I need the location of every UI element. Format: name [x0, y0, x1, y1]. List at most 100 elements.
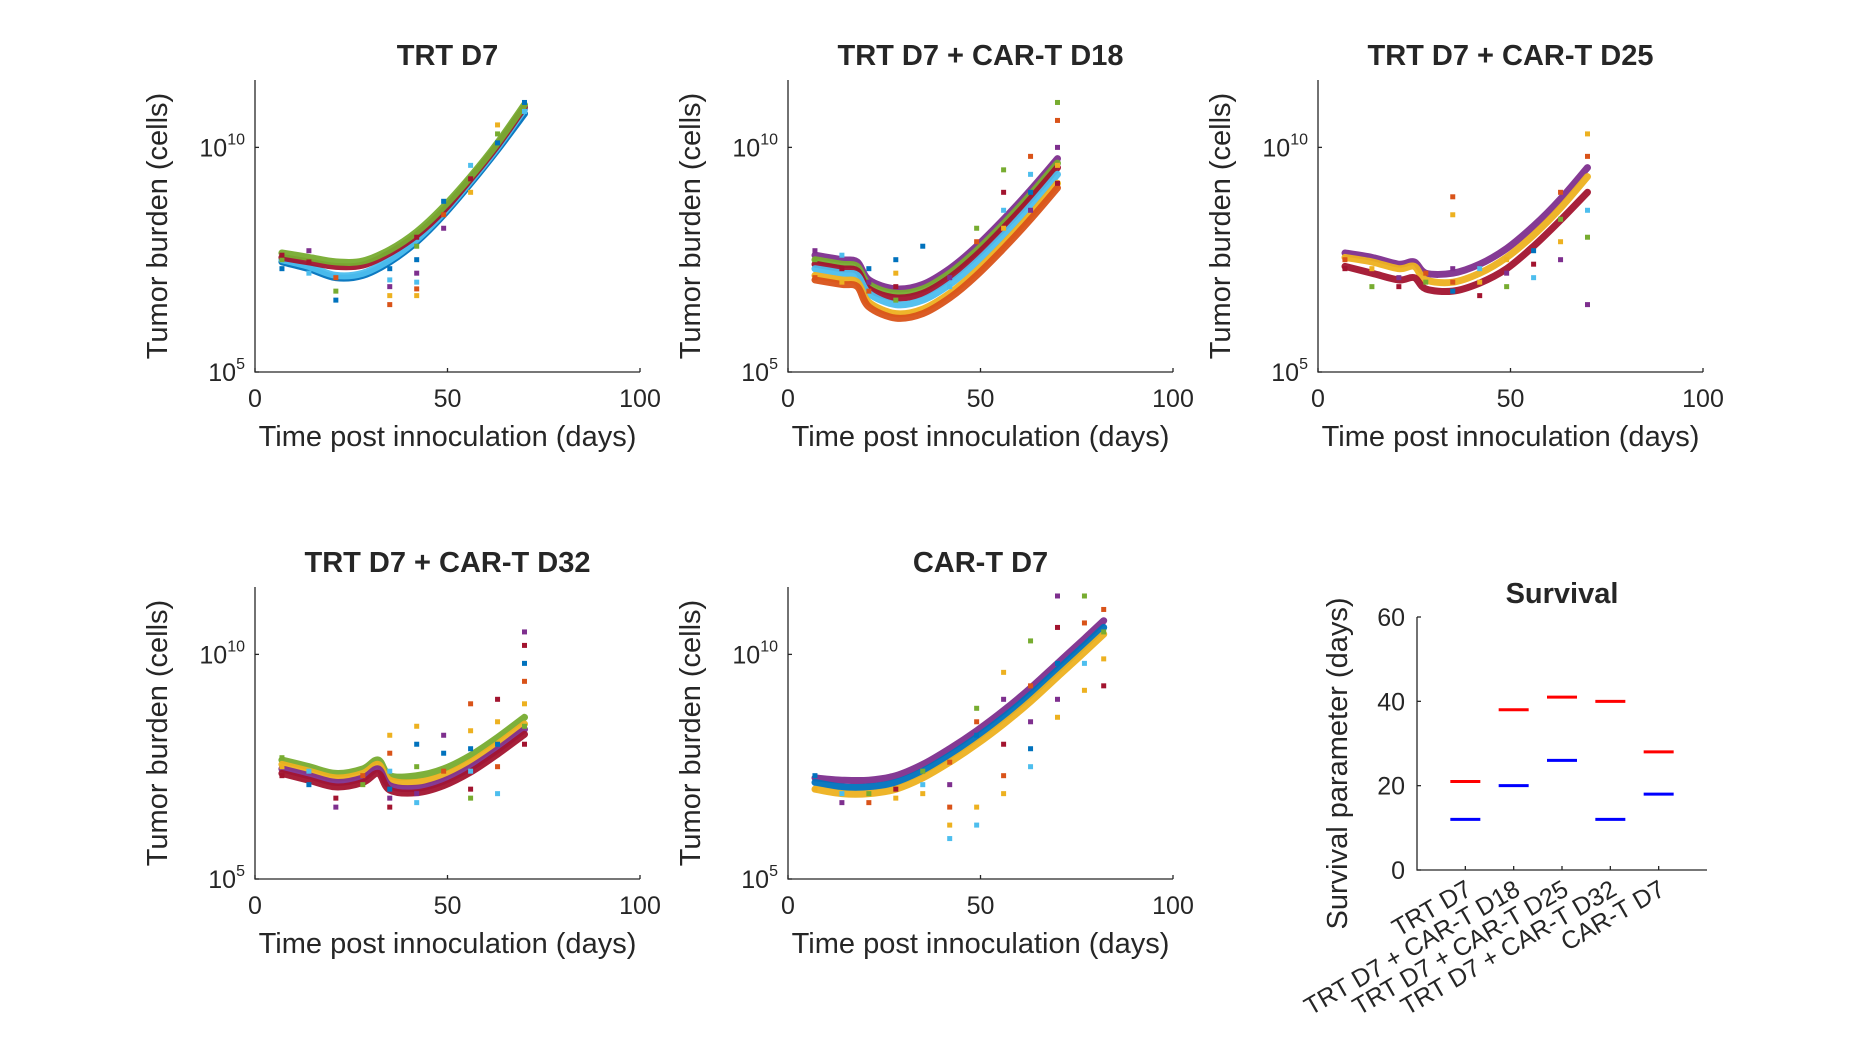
data-point: [1450, 266, 1456, 272]
y-tick-label: 105: [208, 356, 245, 387]
series-line: [1341, 164, 1591, 278]
data-point: [414, 234, 420, 240]
y-tick-label: 40: [1377, 688, 1405, 716]
axes: [254, 587, 640, 880]
y-tick-label: 105: [741, 863, 778, 894]
data-point: [360, 773, 366, 779]
x-axis-label: Time post innoculation (days): [792, 421, 1170, 453]
data-point: [1055, 162, 1060, 168]
data-point: [333, 288, 339, 294]
y-tick-label: 105: [208, 863, 245, 894]
panel-trt-d7-cart-d25: TRT D7 + CAR-T D25 Time post innoculatio…: [1205, 40, 1724, 453]
data-point: [920, 243, 926, 249]
data-point: [920, 768, 926, 774]
data-point: [1028, 153, 1034, 159]
data-point: [1396, 284, 1402, 290]
x-tick-label: 100: [619, 385, 661, 413]
data-point: [441, 198, 447, 204]
data-point: [306, 248, 312, 254]
data-point: [387, 293, 393, 299]
data-point: [414, 741, 420, 747]
data-point: [839, 279, 845, 285]
data-point: [333, 795, 339, 801]
data-point: [812, 786, 818, 792]
data-point: [495, 122, 501, 128]
data-point: [1081, 660, 1087, 666]
data-point: [306, 259, 312, 265]
data-point: [839, 252, 845, 258]
series-line: [811, 164, 1061, 302]
x-tick-label: 50: [1497, 385, 1525, 413]
data-point: [1477, 293, 1483, 299]
data-point: [1055, 99, 1060, 105]
data-point: [306, 768, 312, 774]
y-tick-label: 0: [1391, 857, 1405, 885]
data-point: [1396, 275, 1402, 281]
data-point: [1504, 257, 1510, 263]
data-point: [306, 270, 312, 276]
data-point: [1081, 593, 1087, 599]
data-point: [495, 719, 501, 725]
data-point: [1028, 171, 1034, 177]
x-tick-label: 50: [967, 892, 995, 920]
panel-title: TRT D7 + CAR-T D25: [1367, 40, 1653, 72]
data-point: [1028, 207, 1034, 213]
y-axis-label: Tumor burden (cells): [142, 600, 174, 866]
data-point: [1081, 620, 1087, 626]
data-point: [1028, 719, 1034, 725]
series-line: [278, 105, 528, 280]
data-point: [468, 746, 474, 752]
data-point: [387, 266, 393, 272]
data-point: [495, 131, 501, 137]
data-point: [1585, 234, 1590, 240]
axes: [787, 80, 1173, 373]
data-point: [1101, 656, 1107, 662]
data-point: [839, 791, 845, 797]
y-axis-label: Tumor burden (cells): [675, 93, 707, 359]
y-axis-label: Tumor burden (cells): [675, 600, 707, 866]
data-point: [1001, 773, 1007, 779]
data-point: [468, 701, 474, 707]
data-point: [1028, 638, 1034, 644]
data-point: [1531, 261, 1537, 267]
data-point: [839, 266, 845, 272]
data-point: [866, 288, 872, 294]
data-point: [1001, 696, 1007, 702]
data-point: [360, 782, 366, 788]
data-point: [387, 795, 393, 801]
x-tick-label: 100: [1152, 385, 1194, 413]
data-point: [333, 275, 339, 281]
data-point: [947, 275, 953, 281]
data-point: [414, 791, 420, 797]
y-tick-label: 60: [1377, 604, 1405, 632]
data-point: [812, 248, 818, 254]
y-tick-label: 1010: [199, 638, 245, 669]
panel-survival: Survival Survival parameter (days) 0 20 40…: [1300, 578, 1707, 1021]
data-point: [866, 279, 872, 285]
data-point: [893, 284, 899, 290]
data-point: [522, 629, 527, 635]
series-line: [278, 720, 528, 787]
y-tick-label: 1010: [1262, 131, 1308, 162]
data-point: [279, 755, 285, 761]
data-point: [1055, 593, 1060, 599]
data-point: [1081, 687, 1087, 693]
data-point: [414, 257, 420, 263]
series-line: [811, 184, 1061, 322]
data-point: [279, 773, 285, 779]
data-point: [947, 284, 953, 290]
data-point: [279, 257, 285, 263]
x-tick-label: 0: [248, 385, 262, 413]
data-point: [1585, 131, 1590, 137]
axes: [1416, 617, 1707, 871]
data-point: [414, 243, 420, 249]
series-line: [278, 101, 528, 266]
data-point: [1001, 189, 1007, 195]
data-point: [893, 795, 899, 801]
y-axis-label: Survival parameter (days): [1322, 598, 1354, 930]
data-point: [387, 732, 393, 738]
x-tick-label: 0: [781, 385, 795, 413]
data-point: [522, 678, 527, 684]
x-axis-label: Time post innoculation (days): [259, 928, 637, 960]
data-point: [947, 836, 953, 842]
